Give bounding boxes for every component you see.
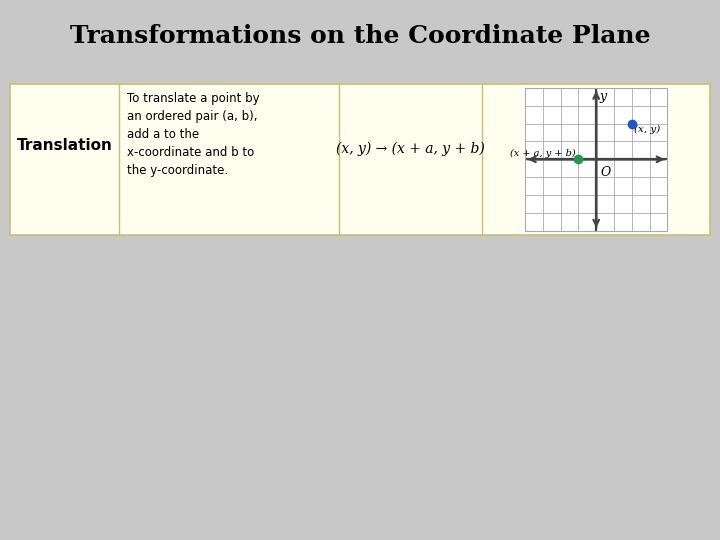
Bar xyxy=(10,84,710,235)
Text: Translation: Translation xyxy=(17,138,113,153)
Text: (x + a, y + b): (x + a, y + b) xyxy=(510,148,576,158)
Text: (x, y): (x, y) xyxy=(634,125,660,134)
Text: O: O xyxy=(600,166,611,179)
Text: Transformations on the Coordinate Plane: Transformations on the Coordinate Plane xyxy=(70,24,650,48)
Text: (x, y) → (x + a, y + b): (x, y) → (x + a, y + b) xyxy=(336,141,485,156)
Text: y: y xyxy=(600,90,607,103)
Text: To translate a point by
an ordered pair (a, b),
add a to the
x-coordinate and b : To translate a point by an ordered pair … xyxy=(127,92,260,177)
